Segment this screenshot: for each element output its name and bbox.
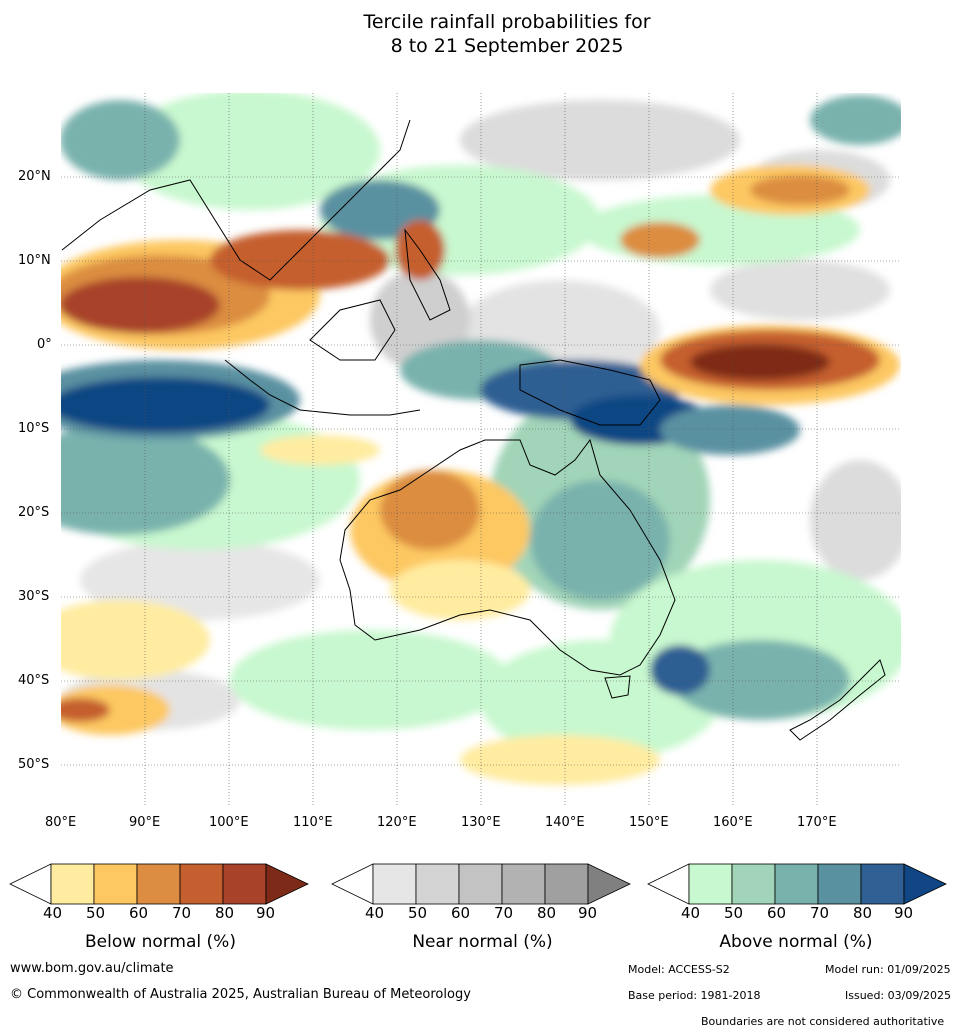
lon-label-170e: 170°E (797, 815, 837, 830)
java-sumatra-coastline (224, 359, 421, 416)
colorbar-extend-low (9, 863, 52, 905)
tick-above-80: 80 (853, 904, 873, 922)
asia-coastline (61, 119, 411, 281)
tick-above-90: 90 (894, 904, 914, 922)
tick-above-40: 40 (681, 904, 701, 922)
colorbar-below-normal (9, 863, 309, 905)
colorbar-segment (544, 863, 589, 905)
colorbar-segment (817, 863, 862, 905)
colorbar-segment (415, 863, 460, 905)
colorbar-above-normal (647, 863, 947, 905)
map-title: Tercile rainfall probabilities for 8 to … (0, 10, 965, 58)
tasmania-coastline (604, 675, 631, 699)
australia-coastline (339, 438, 676, 676)
lat-label-40s: 40°S (18, 673, 50, 688)
new-guinea-coastline (519, 359, 661, 426)
tick-near-40: 40 (365, 904, 385, 922)
tick-below-80: 80 (215, 904, 235, 922)
lon-label-130e: 130°E (461, 815, 501, 830)
tick-below-70: 70 (172, 904, 192, 922)
map-panel: 20°N 10°N 0° 10°S 20°S 30°S 40°S 50°S 80… (0, 80, 965, 840)
tick-near-50: 50 (408, 904, 428, 922)
lat-label-30s: 30°S (18, 589, 50, 604)
copyright-text: © Commonwealth of Australia 2025, Austra… (10, 987, 471, 1002)
issued-text: Issued: 03/09/2025 (845, 989, 952, 1002)
lon-label-120e: 120°E (377, 815, 417, 830)
title-line-1: Tercile rainfall probabilities for (363, 11, 651, 33)
lat-label-10n: 10°N (18, 253, 51, 268)
website-link[interactable]: www.bom.gov.au/climate (10, 961, 174, 976)
colorbar-segment (501, 863, 546, 905)
tick-below-40: 40 (43, 904, 63, 922)
philippines-coastline (404, 228, 451, 321)
disclaimer-text: Boundaries are not considered authoritat… (701, 1015, 945, 1028)
lat-label-0: 0° (37, 337, 52, 352)
lon-label-150e: 150°E (629, 815, 669, 830)
colorbar-extend-low (647, 863, 690, 905)
lon-label-110e: 110°E (293, 815, 333, 830)
colorbar-segment (731, 863, 776, 905)
colorbar-title-near: Near normal (%) (412, 932, 553, 952)
probability-map (61, 93, 901, 807)
title-line-2: 8 to 21 September 2025 (390, 35, 624, 57)
colorbar-segment (222, 863, 267, 905)
colorbar-title-above: Above normal (%) (719, 932, 873, 952)
lon-label-100e: 100°E (209, 815, 249, 830)
colorbar-segment (136, 863, 181, 905)
tick-near-80: 80 (537, 904, 557, 922)
tick-above-50: 50 (724, 904, 744, 922)
colorbar-segment (179, 863, 224, 905)
lat-label-50s: 50°S (18, 757, 50, 772)
colorbar-segment (688, 863, 733, 905)
tick-near-60: 60 (451, 904, 471, 922)
model-run-text: Model run: 01/09/2025 (825, 963, 951, 976)
colorbar-extend-high (587, 863, 631, 905)
borneo-coastline (309, 299, 396, 361)
colorbar-segment (50, 863, 95, 905)
lat-label-10s: 10°S (18, 421, 50, 436)
colorbar-segment (372, 863, 417, 905)
colorbar-segment (93, 863, 138, 905)
lon-label-90e: 90°E (129, 815, 161, 830)
colorbar-extend-high (903, 863, 947, 905)
tick-near-70: 70 (494, 904, 514, 922)
lat-label-20n: 20°N (18, 169, 51, 184)
colorbar-segment (860, 863, 905, 905)
new-zealand-coastline (789, 659, 886, 741)
lat-label-20s: 20°S (18, 505, 50, 520)
tick-below-50: 50 (86, 904, 106, 922)
lon-label-80e: 80°E (45, 815, 77, 830)
colorbar-segment (774, 863, 819, 905)
model-text: Model: ACCESS-S2 (628, 963, 730, 976)
tick-above-70: 70 (810, 904, 830, 922)
colorbar-extend-high (265, 863, 309, 905)
tick-below-60: 60 (129, 904, 149, 922)
colorbar-extend-low (331, 863, 374, 905)
lon-label-140e: 140°E (545, 815, 585, 830)
tick-above-60: 60 (767, 904, 787, 922)
base-period-text: Base period: 1981-2018 (628, 989, 761, 1002)
tick-near-90: 90 (578, 904, 598, 922)
colorbar-near-normal (331, 863, 631, 905)
tick-below-90: 90 (256, 904, 276, 922)
coastlines (61, 119, 886, 741)
lon-label-160e: 160°E (713, 815, 753, 830)
colorbar-segment (458, 863, 503, 905)
gridlines (61, 93, 901, 807)
colorbar-title-below: Below normal (%) (85, 932, 236, 952)
